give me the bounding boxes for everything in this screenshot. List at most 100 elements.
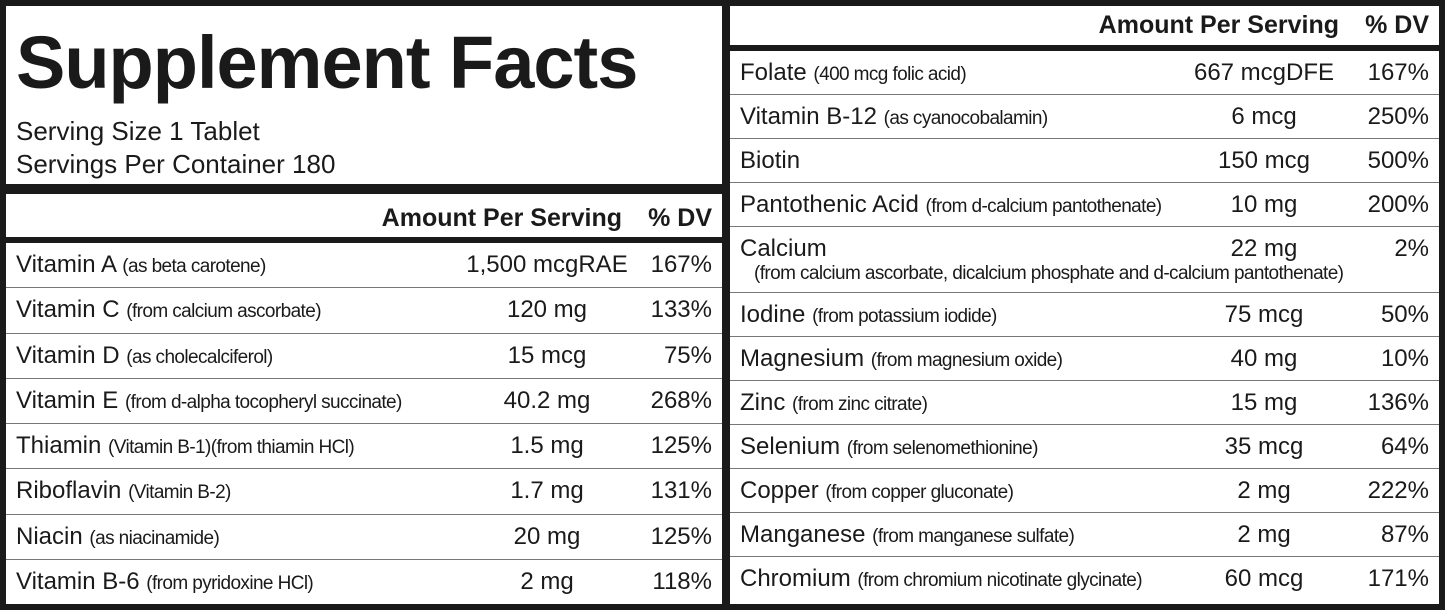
nutrient-cell: Calcium [740,235,1179,263]
title: Supplement Facts [16,21,638,104]
daily-value: 75% [663,341,712,369]
nutrient-source: (from copper gluconate) [825,481,1014,503]
amount: 10 mg [1230,190,1298,218]
rule [730,45,1439,51]
nutrient-name: Zinc [740,388,786,416]
daily-value: 87% [1380,520,1429,548]
nutrient-row: Folate (400 mcg folic acid) 667 mcgDFE 167… [730,51,1439,94]
nutrient-source: (400 mcg folic acid) [813,63,967,85]
nutrient-source: (from d-calcium pantothenate) [925,195,1162,217]
amount: 120 mg [506,296,588,324]
nutrient-source: (from pyridoxine HCl) [146,572,314,594]
amount: 2 mg [1237,476,1291,504]
serving-size: Serving Size 1 Tablet [16,116,260,146]
dv-header: % DV [648,204,712,232]
daily-value: 268% [650,386,712,414]
nutrient-cell: Vitamin C (from calcium ascorbate) [16,296,462,324]
nutrient-name: Vitamin D [16,341,120,369]
amount: 15 mg [1230,388,1298,416]
amount: 6 mcg [1231,102,1297,130]
nutrient-source: (Vitamin B-2) [128,482,231,504]
row-line: Zinc (from zinc citrate) 15 mg 136% [740,389,1429,417]
nutrient-name: Pantothenic Acid [740,190,919,218]
amount: 1.5 mg [510,432,584,460]
daily-value: 125% [650,522,712,550]
table-header: Amount Per Serving % DV [6,203,722,237]
nutrient-cell: Pantothenic Acid (from d-calcium pantoth… [740,191,1179,219]
amount: 2 mg [520,567,574,595]
right-panel: Amount Per Serving % DV Folate (400 mcg … [730,6,1439,604]
daily-value: 133% [650,296,712,324]
nutrient-source: (as cyanocobalamin) [883,107,1049,129]
amount: 60 mcg [1224,564,1304,592]
nutrient-row: Copper (from copper gluconate) 2 mg 222% [730,468,1439,512]
nutrient-name: Vitamin C [16,296,120,324]
nutrient-cell: Iodine (from potassium iodide) [740,301,1179,329]
nutrient-name: Calcium [740,234,827,262]
nutrient-row: Niacin (as niacinamide) 20 mg 125% [6,513,722,559]
row-line: Vitamin B-12 (as cyanocobalamin) 6 mcg 250… [740,103,1429,131]
nutrient-name: Copper [740,476,819,504]
amount-header: Amount Per Serving [1098,11,1339,39]
nutrient-name: Folate [740,58,807,86]
amount: 2 mg [1237,520,1291,548]
nutrient-row: Biotin 150 mcg 500% [730,138,1439,182]
nutrient-row: Zinc (from zinc citrate) 15 mg 136% [730,380,1439,424]
servings-per-container: Servings Per Container 180 [16,149,336,179]
left-panel: Supplement Facts Serving Size 1 Tablet S… [6,6,722,604]
row-line: Pantothenic Acid (from d-calcium pantoth… [740,191,1429,219]
nutrient-row: Chromium (from chromium nicotinate glyci… [730,556,1439,600]
nutrient-rows: Folate (400 mcg folic acid) 667 mcgDFE 167… [730,51,1439,600]
row-line: Biotin 150 mcg 500% [740,147,1429,175]
daily-value: 50% [1380,300,1429,328]
nutrient-source: (from manganese sulfate) [872,525,1075,547]
row-line: Iodine (from potassium iodide) 75 mcg 50% [740,301,1429,329]
nutrient-cell: Riboflavin (Vitamin B-2) [16,477,462,505]
row-line: Riboflavin (Vitamin B-2) 1.7 mg 131% [16,477,712,505]
row-line: Thiamin (Vitamin B-1)(from thiamin HCl) 1… [16,432,712,460]
daily-value: 167% [1367,58,1429,86]
nutrient-cell: Chromium (from chromium nicotinate glyci… [740,565,1179,593]
nutrient-cell: Vitamin E (from d-alpha tocopheryl succi… [16,387,462,415]
row-line: Vitamin C (from calcium ascorbate) 120 mg… [16,296,712,324]
nutrient-name: Vitamin E [16,386,119,414]
nutrient-cell: Vitamin A (as beta carotene) [16,251,462,279]
nutrient-name: Vitamin A [16,251,116,279]
amount: 22 mg [1230,234,1298,262]
daily-value: 167% [650,251,712,279]
daily-value: 222% [1367,476,1429,504]
daily-value: 136% [1367,388,1429,416]
row-line: Vitamin A (as beta carotene) 1,500 mcgRAE… [16,251,712,279]
nutrient-name: Niacin [16,522,83,550]
amount: 20 mg [513,522,581,550]
nutrient-source: (from potassium iodide) [812,305,997,327]
amount: 667 mcgDFE [1193,58,1335,86]
nutrient-source: (Vitamin B-1)(from thiamin HCl) [108,437,355,459]
daily-value: 500% [1367,146,1429,174]
nutrient-row: Vitamin B-12 (as cyanocobalamin) 6 mcg 250… [730,94,1439,138]
nutrient-cell: Manganese (from manganese sulfate) [740,521,1179,549]
nutrient-source: (from chromium nicotinate glycinate) [857,569,1142,591]
amount: 75 mcg [1224,300,1304,328]
nutrient-row: Manganese (from manganese sulfate) 2 mg 87… [730,512,1439,556]
nutrient-row: Vitamin C (from calcium ascorbate) 120 mg… [6,287,722,332]
row-line: Vitamin B-6 (from pyridoxine HCl) 2 mg 118… [16,568,712,596]
nutrient-source: (from selenomethionine) [846,437,1039,459]
nutrient-cell: Vitamin B-6 (from pyridoxine HCl) [16,568,462,596]
nutrient-source: (from d-alpha tocopheryl succinate) [124,391,402,413]
daily-value: 10% [1380,344,1429,372]
table-header: Amount Per Serving % DV [730,10,1439,44]
thick-rule [6,184,722,194]
nutrient-row: Pantothenic Acid (from d-calcium pantoth… [730,182,1439,226]
nutrient-row: Vitamin E (from d-alpha tocopheryl succi… [6,377,722,423]
nutrient-row: Thiamin (Vitamin B-1)(from thiamin HCl) 1… [6,423,722,468]
row-line: Vitamin E (from d-alpha tocopheryl succi… [16,387,712,415]
nutrient-cell: Vitamin B-12 (as cyanocobalamin) [740,103,1179,131]
amount-header: Amount Per Serving [381,204,622,232]
nutrient-source: (as niacinamide) [89,527,220,549]
amount: 15 mcg [507,341,587,369]
daily-value: 131% [650,477,712,505]
daily-value: 64% [1380,432,1429,460]
amount: 35 mcg [1224,432,1304,460]
